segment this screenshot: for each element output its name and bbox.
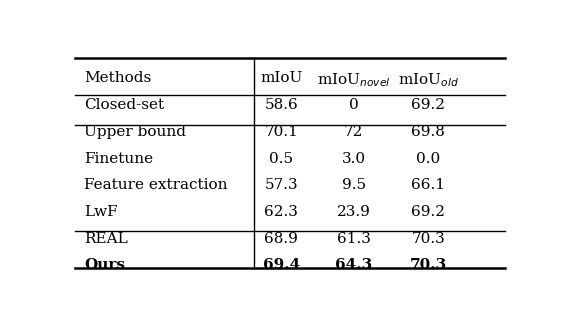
Text: 23.9: 23.9: [337, 205, 371, 219]
Text: 70.3: 70.3: [410, 258, 447, 272]
Text: Ours: Ours: [84, 258, 125, 272]
Text: 68.9: 68.9: [264, 232, 298, 246]
Text: 69.8: 69.8: [411, 125, 445, 139]
Text: 9.5: 9.5: [342, 178, 366, 192]
Text: 0.0: 0.0: [416, 152, 440, 166]
Text: 69.2: 69.2: [411, 205, 445, 219]
Text: 69.2: 69.2: [411, 98, 445, 112]
Text: mIoU: mIoU: [260, 71, 302, 85]
Text: Feature extraction: Feature extraction: [84, 178, 228, 192]
Text: 61.3: 61.3: [337, 232, 371, 246]
Text: 58.6: 58.6: [264, 98, 298, 112]
Text: 3.0: 3.0: [342, 152, 366, 166]
Text: 57.3: 57.3: [264, 178, 298, 192]
Text: 72: 72: [344, 125, 363, 139]
Text: 0.5: 0.5: [269, 152, 293, 166]
Text: 66.1: 66.1: [411, 178, 445, 192]
Text: 62.3: 62.3: [264, 205, 298, 219]
Text: Closed-set: Closed-set: [84, 98, 164, 112]
Text: 69.4: 69.4: [263, 258, 300, 272]
Text: 70.1: 70.1: [264, 125, 298, 139]
Text: mIoU$_{novel}$: mIoU$_{novel}$: [317, 71, 391, 89]
Text: Finetune: Finetune: [84, 152, 153, 166]
Text: Methods: Methods: [84, 71, 151, 85]
Text: LwF: LwF: [84, 205, 118, 219]
Text: Upper bound: Upper bound: [84, 125, 186, 139]
Text: mIoU$_{old}$: mIoU$_{old}$: [398, 71, 458, 89]
Text: 70.3: 70.3: [411, 232, 445, 246]
Text: REAL: REAL: [84, 232, 128, 246]
Text: 0: 0: [349, 98, 358, 112]
Text: 64.3: 64.3: [335, 258, 372, 272]
